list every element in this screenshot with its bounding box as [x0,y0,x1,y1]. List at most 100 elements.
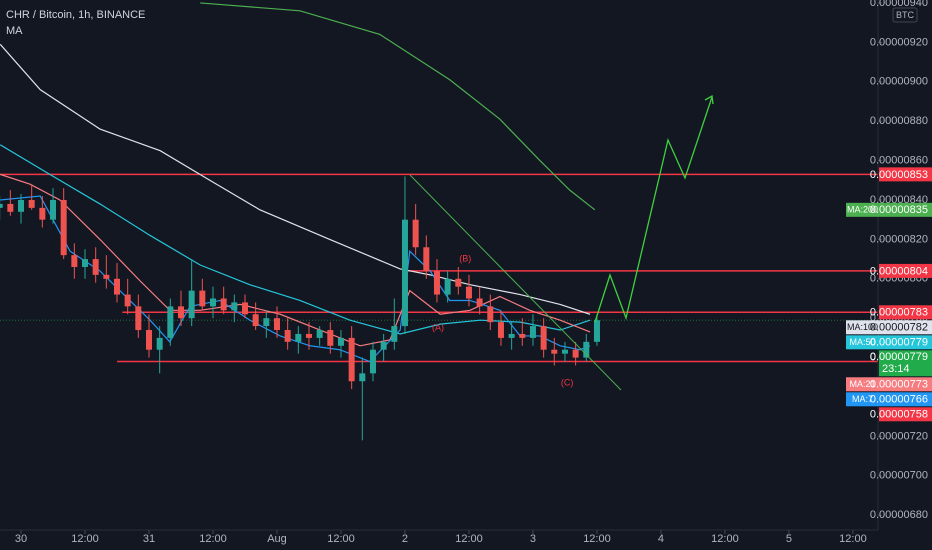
ma-price-box [879,377,932,392]
candle-body [519,333,526,338]
projection-arrowhead [704,94,714,105]
moving-average-line [0,144,591,335]
candle-body [593,320,600,342]
ma-price-box [879,202,932,217]
ma-name-label: MA:21 [849,379,875,389]
candle-body [369,349,376,374]
candle-body [92,259,99,275]
candle-body [28,199,35,208]
candle-body [60,199,67,256]
ma-price-label: 0.00000782 [870,322,928,334]
y-tick-label: 0.00000820 [870,233,928,245]
candle-body [391,326,398,342]
candle-body [273,318,280,331]
y-tick-label: 0.00000720 [870,430,928,442]
y-tick-label: 0.00000700 [870,470,928,482]
ma-price-label: 0.00000779 [870,337,928,349]
chart-title: CHR / Bitcoin, 1h, BINANCE [6,9,145,21]
candle-body [380,341,387,350]
candle-body [7,203,14,212]
moving-average-line [200,2,596,211]
candle-body [220,298,227,311]
candle-body [124,294,131,307]
candle-body [540,326,547,350]
candle-body [551,349,558,354]
x-tick-label: 12:00 [327,533,355,545]
candle-body [177,306,184,319]
ma-name-label: MA:100 [847,322,878,332]
candle-body [476,298,483,307]
candle-body [433,270,440,295]
candle-body [145,330,152,350]
level-price-label: 0.00000758 [870,409,928,421]
y-tick-label: 0.00000680 [870,509,928,521]
ma-price-box [879,320,932,335]
candle-body [529,326,536,338]
level-price-label: 0.00000804 [870,265,928,277]
x-tick-label: 4 [658,533,664,545]
x-tick-label: 12:00 [71,533,99,545]
candle-body [252,314,259,327]
candle-body [561,349,568,354]
candle-body [263,318,270,327]
level-price-box [879,167,932,182]
candle-body [316,330,323,338]
x-tick-label: 2 [402,533,408,545]
ma-name-box [846,335,879,350]
candle-body [423,247,430,271]
level-price-box [879,263,932,278]
candle-body [50,199,57,220]
candle-body [348,337,355,382]
ma-price-box [879,392,932,407]
candle-body [103,274,110,279]
y-tick-label: 0.00000880 [870,115,928,127]
x-tick-label: 31 [143,533,155,545]
candle-body [455,278,462,287]
candle-body [359,373,366,382]
x-tick-label: Aug [267,533,287,545]
x-tick-label: 12:00 [839,533,867,545]
ma-price-label: 0.00000766 [870,394,928,406]
candle-body [412,219,419,248]
candle-body [18,199,25,212]
y-tick-label: 0.00000920 [870,36,928,48]
candle-body [583,341,590,358]
candle-body [295,333,302,342]
candle-body [444,278,451,295]
ma-name-box [846,320,879,335]
last-price-label: 0.00000779 [870,351,928,363]
x-tick-label: 12:00 [583,533,611,545]
y-tick-label: 0.00000900 [870,76,928,88]
level-price-label: 0.00000853 [870,169,928,181]
candle-body [188,290,195,319]
candle-body [82,259,89,267]
candle-body [156,337,163,350]
candle-body [487,306,494,323]
candle-body [167,306,174,338]
wave-label: (A) [432,322,444,332]
candle-body [465,286,472,299]
candle-body [284,330,291,342]
ma-name-label: MA:7 [852,394,873,404]
wave-label: (B) [459,253,471,263]
y-tick-label: 0.00000940 [870,0,928,9]
wave-label: (C) [561,378,574,388]
candle-body [337,337,344,346]
level-price-box [879,305,932,320]
candle-body [327,330,334,346]
ma-price-label: 0.00000835 [870,204,928,216]
level-price-box [879,407,932,422]
moving-average-line [0,43,591,315]
x-tick-label: 12:00 [199,533,227,545]
candle-body [497,322,504,338]
candle-body [401,219,408,327]
candle-body [114,278,121,295]
candle-body [305,333,312,338]
ma-price-box [879,335,932,350]
candle-body [241,302,248,315]
candle-body [71,255,78,267]
candle-body [135,306,142,331]
